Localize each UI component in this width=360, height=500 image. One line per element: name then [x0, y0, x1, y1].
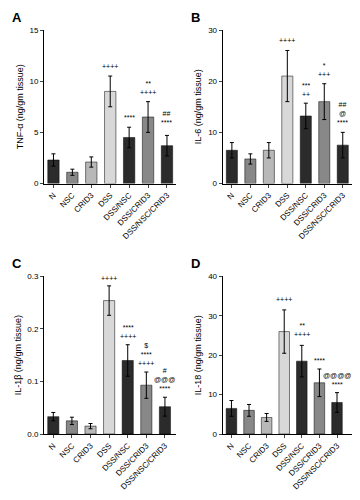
svg-text:20: 20: [208, 351, 217, 360]
svg-text:30: 30: [208, 26, 217, 35]
svg-text:DSS/NSC/CRID3: DSS/NSC/CRID3: [121, 191, 171, 241]
svg-text:DSS/NSC: DSS/NSC: [275, 441, 307, 473]
svg-text:NSC: NSC: [236, 191, 254, 209]
svg-text:CRID3: CRID3: [248, 441, 272, 465]
svg-text:0: 0: [213, 430, 218, 439]
svg-text:NSC: NSC: [235, 441, 253, 459]
svg-text:N: N: [47, 191, 58, 202]
svg-text:0.1: 0.1: [27, 377, 39, 386]
svg-text:IL-18 (ng/gm tissue): IL-18 (ng/gm tissue): [193, 315, 203, 395]
svg-text:0.0: 0.0: [27, 430, 39, 439]
svg-text:10: 10: [29, 77, 38, 86]
svg-text:DSS/NSC/CRID3: DSS/NSC/CRID3: [297, 191, 347, 241]
svg-text:++++: ++++: [101, 275, 117, 282]
svg-text:10: 10: [208, 390, 217, 399]
svg-text:****: ****: [314, 357, 325, 364]
svg-text:DSS/CRID3: DSS/CRID3: [292, 191, 329, 228]
svg-text:***++: ***++: [302, 82, 310, 98]
svg-text:0: 0: [213, 179, 218, 188]
svg-text:DSS/CRID3: DSS/CRID3: [287, 441, 324, 478]
svg-text:N: N: [225, 441, 236, 452]
svg-text:*+++: *+++: [318, 62, 330, 78]
svg-text:$****++++: $****++++: [138, 342, 154, 367]
svg-text:DSS: DSS: [95, 441, 113, 459]
svg-text:++++: ++++: [102, 63, 118, 70]
svg-text:40: 40: [208, 272, 217, 281]
svg-text:C: C: [12, 256, 22, 271]
svg-text:****: ****: [124, 114, 135, 121]
svg-text:B: B: [191, 10, 200, 25]
svg-text:CRID3: CRID3: [71, 441, 95, 465]
svg-text:N: N: [226, 191, 237, 202]
svg-text:++++: ++++: [279, 37, 295, 44]
svg-text:0: 0: [34, 179, 39, 188]
svg-text:20: 20: [208, 77, 217, 86]
svg-text:DSS/CRID3: DSS/CRID3: [116, 191, 153, 228]
svg-text:DSS/NSC: DSS/NSC: [100, 441, 132, 473]
svg-text:#@@@****: #@@@****: [154, 367, 175, 392]
svg-text:5: 5: [34, 128, 39, 137]
svg-text:CRID3: CRID3: [72, 191, 96, 215]
svg-text:IL-1β (ng/gm tissue): IL-1β (ng/gm tissue): [13, 315, 23, 395]
svg-text:D: D: [191, 256, 200, 271]
svg-text:10: 10: [208, 128, 217, 137]
svg-text:##@****: ##@****: [337, 101, 348, 126]
svg-text:@@@@****: @@@@****: [323, 372, 351, 388]
svg-text:CRID3: CRID3: [250, 191, 274, 215]
svg-text:**++++: **++++: [294, 322, 310, 338]
svg-text:DSS/NSC: DSS/NSC: [279, 191, 311, 223]
svg-text:DSS/NSC/CRID3: DSS/NSC/CRID3: [291, 441, 341, 491]
svg-text:0.3: 0.3: [27, 272, 39, 281]
svg-text:DSS: DSS: [270, 441, 288, 459]
svg-text:##****: ##****: [161, 110, 172, 126]
svg-text:NSC: NSC: [58, 191, 76, 209]
svg-text:DSS/NSC: DSS/NSC: [102, 191, 134, 223]
svg-text:DSS: DSS: [274, 191, 292, 209]
svg-text:****++++: ****++++: [120, 324, 136, 340]
svg-text:**++++: **++++: [140, 80, 156, 96]
svg-text:30: 30: [208, 312, 217, 321]
svg-text:TNF-α (ng/gm tissue): TNF-α (ng/gm tissue): [15, 64, 25, 149]
svg-text:N: N: [47, 441, 58, 452]
svg-text:0.2: 0.2: [27, 325, 39, 334]
svg-text:NSC: NSC: [58, 441, 76, 459]
svg-text:DSS/NSC/CRID3: DSS/NSC/CRID3: [119, 441, 169, 491]
svg-text:DSS/CRID3: DSS/CRID3: [114, 441, 151, 478]
svg-text:IL-6 (ng/gm tissue): IL-6 (ng/gm tissue): [193, 69, 203, 144]
svg-text:A: A: [12, 10, 22, 25]
svg-text:15: 15: [29, 26, 38, 35]
svg-text:++++: ++++: [276, 296, 292, 303]
svg-text:DSS: DSS: [96, 191, 114, 209]
